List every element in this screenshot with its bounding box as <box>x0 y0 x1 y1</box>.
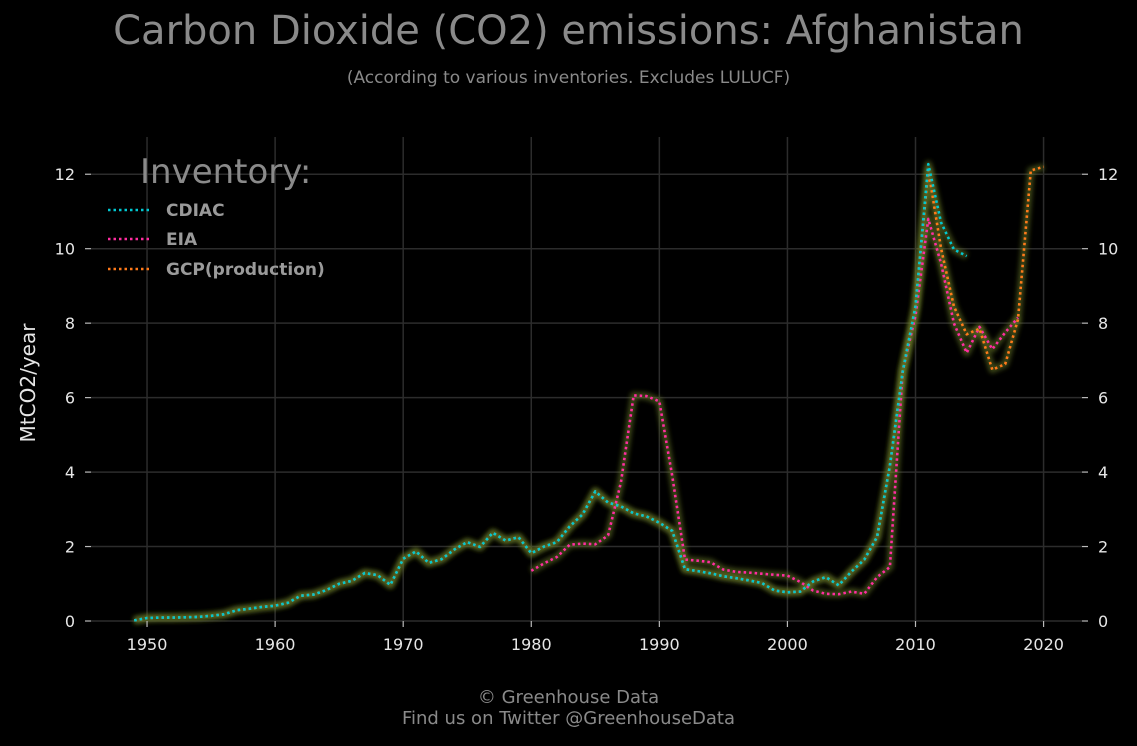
x-tick-label: 2010 <box>895 635 936 654</box>
legend: Inventory: CDIAC EIA GCP(production) <box>108 152 325 280</box>
y-axis-right: 0 2 4 6 8 10 12 <box>1082 165 1118 631</box>
footer-twitter: Find us on Twitter @GreenhouseData <box>401 708 736 729</box>
series-line-gcp-production- <box>133 165 1044 622</box>
y-tick-label-right: 4 <box>1098 463 1108 482</box>
x-tick-label: 2000 <box>767 635 808 654</box>
y-tick-label-right: 0 <box>1098 612 1108 631</box>
y-tick-label: 0 <box>65 612 75 631</box>
legend-title: Inventory: <box>140 152 311 192</box>
x-tick-label: 1960 <box>255 635 296 654</box>
x-axis: 1950 1960 1970 1980 1990 2000 2010 2020 <box>127 621 1064 654</box>
y-tick-label: 10 <box>55 240 75 259</box>
chart-subtitle: (According to various inventories. Exclu… <box>346 68 791 88</box>
y-tick-label: 4 <box>65 463 75 482</box>
chart-title: Carbon Dioxide (CO2) emissions: Afghanis… <box>113 8 1024 54</box>
footer-copyright: © Greenhouse Data <box>477 687 660 708</box>
legend-label: CDIAC <box>166 201 225 221</box>
x-tick-label: 1950 <box>127 635 168 654</box>
x-tick-label: 1970 <box>383 635 424 654</box>
y-tick-label-right: 8 <box>1098 314 1108 333</box>
series-lines <box>133 162 1044 622</box>
y-tick-label: 2 <box>65 538 75 557</box>
y-tick-label: 6 <box>65 389 75 408</box>
y-tick-label-right: 10 <box>1098 240 1118 259</box>
y-axis-label: MtCO2/year <box>16 323 40 443</box>
x-tick-label: 2020 <box>1023 635 1064 654</box>
y-tick-label-right: 2 <box>1098 538 1108 557</box>
x-tick-label: 1980 <box>511 635 552 654</box>
y-tick-label: 12 <box>55 165 75 184</box>
y-tick-label-right: 12 <box>1098 165 1118 184</box>
series-glow <box>133 160 1045 624</box>
x-tick-label: 1990 <box>639 635 680 654</box>
series-line-cdiac <box>133 162 968 622</box>
series-glow-gcp-production- <box>133 163 1045 624</box>
series-glow-cdiac <box>133 160 969 624</box>
series-line-eia <box>530 217 1019 596</box>
legend-label: EIA <box>166 230 198 250</box>
y-axis-left: 0 2 4 6 8 10 12 <box>55 165 91 631</box>
y-tick-label-right: 6 <box>1098 389 1108 408</box>
y-tick-label: 8 <box>65 314 75 333</box>
legend-label: GCP(production) <box>166 260 325 280</box>
